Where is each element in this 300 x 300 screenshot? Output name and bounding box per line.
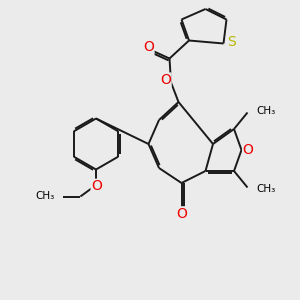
Text: CH₃: CH₃ — [256, 184, 276, 194]
Text: S: S — [226, 35, 236, 49]
Text: O: O — [91, 179, 102, 193]
Text: O: O — [176, 207, 187, 221]
Text: CH₃: CH₃ — [35, 191, 55, 201]
Text: O: O — [243, 143, 254, 157]
Text: CH₃: CH₃ — [256, 106, 276, 116]
Text: O: O — [143, 40, 154, 54]
Text: O: O — [160, 73, 171, 87]
